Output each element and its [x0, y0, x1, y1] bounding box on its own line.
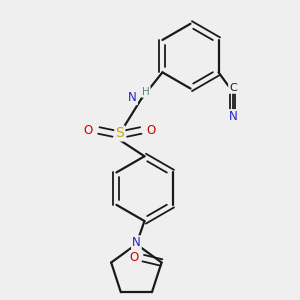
Text: H: H: [142, 87, 150, 97]
Text: O: O: [83, 124, 93, 136]
Text: S: S: [116, 126, 124, 140]
Text: N: N: [229, 110, 237, 123]
Text: O: O: [130, 251, 139, 264]
Text: C: C: [229, 83, 237, 93]
Text: N: N: [128, 91, 137, 104]
Text: O: O: [147, 124, 156, 136]
Text: N: N: [132, 236, 141, 249]
